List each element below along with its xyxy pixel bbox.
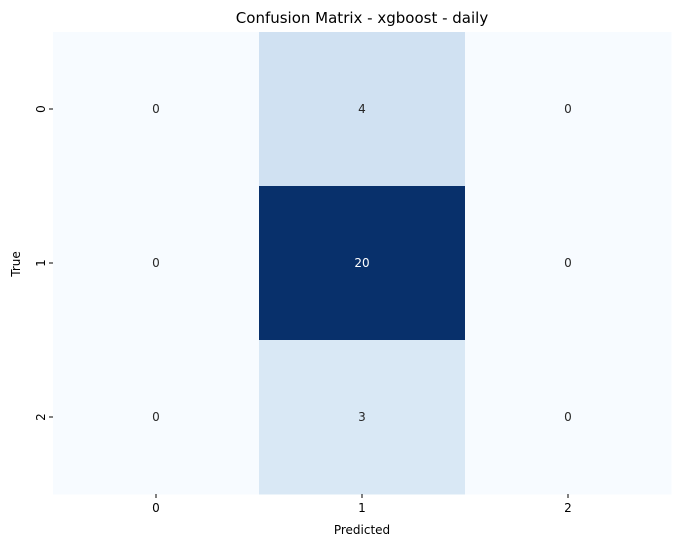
x-tick-label-1: 1 xyxy=(358,501,366,515)
heatmap-cell-2-1 xyxy=(259,340,466,495)
y-tick-label-2: 2 xyxy=(34,413,48,421)
x-tick-label-0: 0 xyxy=(152,501,160,515)
y-tick-label-0: 0 xyxy=(34,105,48,113)
y-axis-label: True xyxy=(9,251,23,278)
x-axis-label: Predicted xyxy=(334,523,390,537)
cell-value-2-0: 0 xyxy=(152,410,160,424)
x-tick-label-2: 2 xyxy=(564,501,572,515)
heatmap-cell-0-2 xyxy=(465,32,672,187)
heatmap-cell-0-1 xyxy=(259,32,466,187)
y-axis-ticks: 0 1 2 xyxy=(34,105,53,421)
heatmap-cell-2-0 xyxy=(53,340,260,495)
cell-value-0-0: 0 xyxy=(152,102,160,116)
heatmap-cell-0-0 xyxy=(53,32,260,187)
heatmap-cell-1-1 xyxy=(259,186,466,341)
cell-value-1-0: 0 xyxy=(152,256,160,270)
cell-value-1-2: 0 xyxy=(564,256,572,270)
chart-title: Confusion Matrix - xgboost - daily xyxy=(236,9,489,27)
cell-value-0-1: 4 xyxy=(358,102,366,116)
heatmap-cell-2-2 xyxy=(465,340,672,495)
heatmap-cell-labels: 0 4 0 0 20 0 0 3 0 xyxy=(152,102,572,424)
heatmap-cells xyxy=(53,32,672,495)
cell-value-2-1: 3 xyxy=(358,410,366,424)
x-axis-ticks: 0 1 2 xyxy=(152,494,572,515)
y-tick-label-1: 1 xyxy=(34,259,48,267)
cell-value-0-2: 0 xyxy=(564,102,572,116)
heatmap-cell-1-0 xyxy=(53,186,260,341)
cell-value-2-2: 0 xyxy=(564,410,572,424)
heatmap-cell-1-2 xyxy=(465,186,672,341)
cell-value-1-1: 20 xyxy=(354,256,369,270)
